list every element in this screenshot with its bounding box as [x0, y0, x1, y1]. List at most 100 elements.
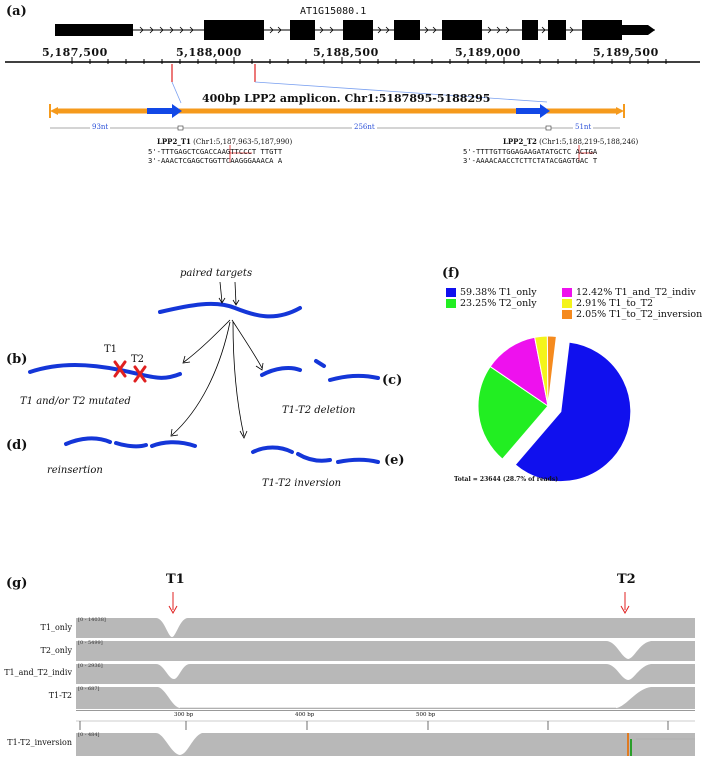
repair-outcomes-schematic	[28, 281, 380, 464]
igv-ruler: 300 bp 400 bp 500 bp	[76, 710, 695, 732]
ruler-label-500: 500 bp	[416, 712, 436, 718]
panel-label-a: (a)	[6, 4, 27, 19]
reinsertion-fragment	[114, 441, 148, 449]
t1-seq-forward: 5'-TTTGAGCTCGACCAAGTTCCCT TTGTT	[148, 147, 283, 156]
pie-slice-t1-to-t2-inversion	[546, 335, 557, 407]
axis-ticks	[71, 57, 667, 64]
intron-chevrons	[139, 26, 642, 34]
track-label-t2-only: T2_only	[40, 646, 72, 655]
t1-marker-label: T1	[104, 344, 118, 355]
igv-panel: T1_only [0 - 14038] T2_only [0 - 5499] T…	[0, 612, 709, 758]
exon-10-3prime	[622, 25, 655, 35]
exon-5	[394, 20, 420, 40]
reinsertion-read-1	[64, 436, 112, 446]
legend-item-inversion: 2.05% T1_to_T2_inversion	[562, 309, 708, 320]
panel-label-g: (g)	[6, 576, 28, 591]
t2-coords: (Chr1:5,188,219-5,188,246)	[539, 138, 639, 146]
igv-t1-label: T1	[166, 572, 185, 587]
t2-projection-line	[254, 81, 548, 103]
reinsertion-read-2	[150, 440, 197, 448]
deletion-excised-fragment	[314, 359, 326, 368]
exon-3	[290, 20, 315, 40]
coverage-plot	[76, 641, 695, 661]
igv-target-arrows	[168, 592, 630, 615]
exons	[55, 20, 655, 40]
t1-coords: (Chr1:5,187,963-5,187,990)	[193, 138, 293, 146]
exon-7	[522, 20, 538, 40]
legend-swatch	[562, 288, 572, 297]
gene-structure-diagram	[5, 20, 700, 162]
deletion-read-right	[328, 373, 380, 382]
coverage-track-t1-and-t2[interactable]: [0 - 2936]	[76, 662, 695, 684]
exon-8	[548, 20, 566, 40]
t1-header: LPP2_T1 (Chr1:5,187,963-5,187,990)	[157, 137, 292, 146]
panel-label-c: (c)	[382, 373, 403, 388]
segment-label-left: 93nt	[90, 123, 111, 131]
t2-header: LPP2_T2 (Chr1:5,188,219-5,188,246)	[503, 137, 638, 146]
exon-9	[582, 20, 622, 40]
pie-legend: 59.38% T1_only 23.25% T2_only 12.42% T1_…	[446, 287, 706, 327]
coord-label-3: 5,188,500	[313, 46, 379, 59]
t1-name: LPP2_T1	[157, 137, 191, 146]
t2-seq-reverse: 3'-AAAACAACCTCTTCTATACGAGTGAC T	[463, 156, 598, 165]
amplicon-title: 400bp LPP2 amplicon. Chr1:5187895-518829…	[202, 92, 491, 105]
panel-label-d: (d)	[6, 438, 28, 453]
inversion-fragment	[296, 452, 332, 463]
coord-label-1: 5,187,500	[42, 46, 108, 59]
track-scale: [0 - 484]	[78, 732, 100, 738]
t2-name: LPP2_T2	[503, 137, 537, 146]
coverage-track-inversion[interactable]: [0 - 484]	[76, 731, 695, 756]
legend-swatch	[446, 299, 456, 308]
amplicon-right-end	[616, 107, 624, 115]
paired-targets-label: paired targets	[180, 268, 253, 279]
t1-projection-line	[171, 81, 182, 104]
segment-label-mid: 256nt	[352, 123, 377, 131]
inversion-label: T1-T2 inversion	[262, 478, 342, 489]
pie-slice-t2-only	[477, 365, 549, 460]
gene-name: AT1G15080.1	[300, 6, 367, 17]
track-label-inversion: T1-T2_inversion	[7, 738, 72, 747]
coverage-track-t1-t2[interactable]: [0 - 687]	[76, 685, 695, 709]
panel-label-e: (e)	[384, 453, 405, 468]
legend-swatch	[562, 299, 572, 308]
track-label-t1-t2: T1-T2	[48, 691, 72, 700]
exon-2	[204, 20, 264, 40]
track-scale: [0 - 5499]	[78, 640, 103, 646]
schematic-arrows	[170, 281, 264, 439]
track-label-t1-and-t2: T1_and_T2_indiv	[4, 668, 72, 677]
panel-label-b: (b)	[6, 352, 28, 367]
igv-t2-label: T2	[617, 572, 636, 587]
mutated-label: T1 and/or T2 mutated	[20, 396, 131, 407]
exon-1	[55, 24, 133, 36]
pie-slice-t1-only	[514, 341, 632, 483]
ruler-label-300: 300 bp	[174, 712, 194, 718]
coverage-plot	[76, 664, 695, 684]
deletion-read-left	[260, 365, 302, 377]
pie-total-label: Total = 23644 (28.7% of reads)	[454, 476, 559, 483]
deletion-label: T1-T2 deletion	[282, 405, 356, 416]
coverage-plot	[76, 733, 695, 756]
coverage-plot	[76, 618, 695, 638]
legend-item-t1-and-t2: 12.42% T1_and_T2_indiv	[562, 287, 708, 298]
panel-label-f: (f)	[442, 266, 460, 281]
exon-4	[343, 20, 373, 40]
coverage-plot	[76, 687, 695, 709]
legend-item-t1-to-t2: 2.91% T1_to_T2	[562, 298, 708, 309]
t2-marker-label: T2	[131, 354, 145, 365]
legend-swatch	[446, 288, 456, 297]
reads-pie-chart	[477, 335, 632, 483]
track-scale: [0 - 687]	[78, 686, 100, 692]
legend-item-t1-only: 59.38% T1_only	[446, 287, 564, 298]
track-scale: [0 - 2936]	[78, 663, 103, 669]
coverage-track-t2-only[interactable]: [0 - 5499]	[76, 639, 695, 661]
coord-label-4: 5,189,000	[455, 46, 521, 59]
reinsertion-label: reinsertion	[47, 465, 103, 476]
coverage-track-t1-only[interactable]: [0 - 14038]	[76, 616, 695, 638]
t2-seq-forward: 5'-TTTTGTTGGAGAAGATATGCTC ACTGA	[463, 147, 598, 156]
mutation-marks	[113, 360, 147, 383]
mutated-read	[28, 363, 182, 380]
coord-label-2: 5,188,000	[176, 46, 242, 59]
inversion-read-1	[251, 445, 294, 454]
legend-item-t2-only: 23.25% T2_only	[446, 298, 564, 309]
t1-seq-reverse: 3'-AAACTCGAGCTGGTTCAAGGGAAACA A	[148, 156, 283, 165]
